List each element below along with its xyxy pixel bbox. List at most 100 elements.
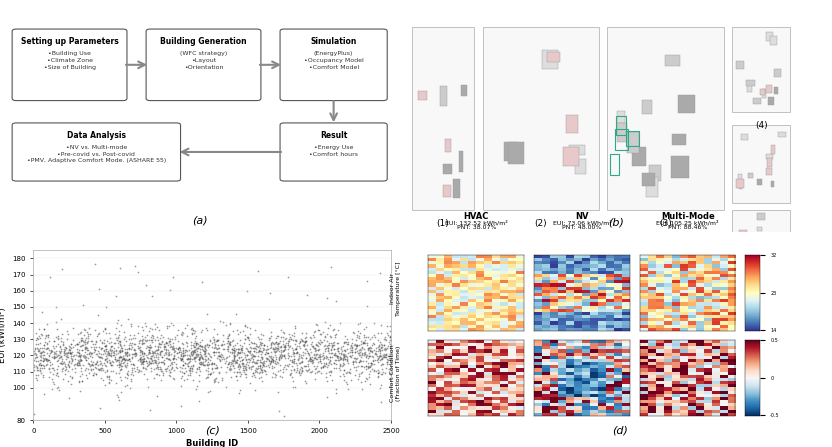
- Point: [324, 367, 338, 375]
- Point: [116, 357, 129, 364]
- Point: [263, 334, 276, 342]
- Point: [206, 364, 219, 371]
- Point: [254, 348, 267, 355]
- Point: [140, 366, 153, 373]
- Point: [137, 357, 151, 364]
- Point: [50, 384, 63, 391]
- Point: [136, 340, 149, 347]
- Point: [145, 292, 158, 299]
- Point: [86, 337, 99, 344]
- Point: [221, 345, 235, 352]
- Point: [130, 351, 143, 358]
- Point: [337, 352, 350, 359]
- Point: [305, 342, 319, 350]
- Point: [322, 350, 335, 357]
- Point: [333, 363, 346, 370]
- Point: [66, 349, 79, 356]
- Point: [176, 355, 189, 363]
- Point: [294, 371, 307, 378]
- Point: [154, 377, 167, 384]
- Point: [311, 351, 324, 358]
- Point: [65, 350, 78, 358]
- Point: [128, 353, 141, 360]
- Point: [124, 335, 137, 342]
- Point: [141, 360, 154, 367]
- Point: [115, 346, 128, 353]
- Point: [231, 349, 245, 356]
- Point: [111, 356, 124, 363]
- Point: [37, 325, 51, 332]
- Point: [372, 346, 385, 353]
- Point: [287, 377, 300, 384]
- Point: [163, 372, 176, 380]
- Point: [308, 344, 321, 351]
- Point: [78, 353, 92, 360]
- Point: [137, 349, 151, 356]
- Point: [148, 357, 161, 364]
- Point: [95, 361, 108, 368]
- Point: [323, 333, 336, 340]
- Point: [29, 375, 42, 382]
- Point: [40, 361, 53, 368]
- Point: [140, 351, 153, 358]
- Point: [53, 360, 67, 367]
- Point: [228, 354, 241, 361]
- Point: [207, 335, 220, 342]
- Point: [333, 360, 346, 367]
- Point: [189, 350, 202, 358]
- Point: [308, 351, 321, 358]
- Point: [357, 340, 370, 347]
- Point: [337, 338, 350, 346]
- Point: [186, 365, 199, 372]
- Point: [314, 360, 328, 367]
- Point: [163, 344, 176, 351]
- Point: [46, 353, 59, 360]
- Point: [271, 342, 285, 350]
- Point: [272, 354, 285, 361]
- Point: [298, 334, 311, 342]
- Point: [95, 338, 108, 345]
- Point: [327, 325, 340, 333]
- Point: [121, 359, 134, 367]
- Point: [353, 358, 366, 366]
- Point: [280, 334, 293, 342]
- Point: [198, 347, 211, 354]
- Point: [109, 339, 122, 346]
- Point: [151, 343, 165, 350]
- Point: [282, 342, 295, 349]
- Point: [353, 358, 366, 366]
- Bar: [757, 213, 765, 220]
- Point: [361, 347, 374, 354]
- Point: [349, 342, 362, 349]
- Point: [62, 395, 76, 402]
- Point: [55, 368, 68, 375]
- Point: [78, 337, 92, 344]
- Point: [145, 359, 158, 367]
- Point: [209, 345, 222, 352]
- FancyBboxPatch shape: [12, 29, 127, 101]
- Point: [233, 345, 246, 352]
- Point: [260, 343, 274, 350]
- Point: [282, 330, 295, 337]
- Point: [140, 281, 153, 288]
- Point: [247, 371, 260, 379]
- Point: [354, 320, 367, 327]
- Point: [255, 368, 269, 375]
- Point: [300, 291, 314, 299]
- Point: [53, 349, 67, 356]
- Point: [314, 337, 327, 344]
- Point: [308, 329, 321, 336]
- Bar: [766, 168, 772, 175]
- Point: [233, 354, 246, 361]
- Point: [380, 345, 394, 352]
- Point: [364, 363, 377, 371]
- Point: [229, 347, 242, 354]
- Point: [131, 367, 145, 374]
- Point: [282, 353, 295, 360]
- Point: [47, 354, 61, 361]
- Point: [354, 348, 367, 355]
- Point: [306, 356, 319, 363]
- Point: [66, 355, 79, 362]
- Point: [304, 358, 317, 365]
- Point: [124, 345, 137, 352]
